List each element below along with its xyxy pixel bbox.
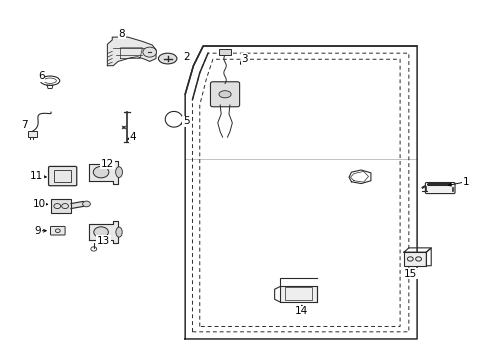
Text: 14: 14 bbox=[295, 306, 308, 316]
Polygon shape bbox=[89, 161, 118, 184]
Ellipse shape bbox=[116, 227, 122, 237]
FancyBboxPatch shape bbox=[210, 82, 239, 107]
Text: 9: 9 bbox=[35, 226, 41, 236]
FancyBboxPatch shape bbox=[48, 166, 77, 186]
Polygon shape bbox=[107, 37, 156, 66]
Text: 6: 6 bbox=[38, 71, 44, 81]
Bar bbox=[54, 170, 71, 182]
Text: 10: 10 bbox=[33, 199, 46, 209]
Text: 1: 1 bbox=[462, 177, 468, 187]
Bar bbox=[285, 287, 311, 300]
Ellipse shape bbox=[219, 91, 231, 98]
Text: 4: 4 bbox=[129, 132, 136, 142]
Circle shape bbox=[94, 227, 108, 238]
Bar bbox=[403, 252, 426, 266]
Ellipse shape bbox=[116, 167, 122, 177]
Text: 5: 5 bbox=[183, 116, 189, 126]
FancyBboxPatch shape bbox=[50, 226, 65, 235]
Circle shape bbox=[93, 166, 109, 178]
Text: 3: 3 bbox=[241, 54, 247, 64]
FancyBboxPatch shape bbox=[425, 183, 454, 194]
Circle shape bbox=[82, 201, 90, 207]
Ellipse shape bbox=[158, 53, 177, 64]
Text: 13: 13 bbox=[97, 236, 110, 246]
Circle shape bbox=[142, 47, 156, 57]
Bar bbox=[280, 287, 316, 302]
Bar bbox=[219, 49, 230, 55]
Text: 15: 15 bbox=[404, 269, 417, 279]
Bar bbox=[51, 199, 71, 213]
Text: 11: 11 bbox=[30, 171, 43, 181]
Text: 12: 12 bbox=[101, 159, 114, 169]
Text: 7: 7 bbox=[21, 120, 28, 130]
Polygon shape bbox=[89, 221, 118, 243]
Polygon shape bbox=[71, 202, 85, 208]
Text: 8: 8 bbox=[119, 28, 125, 39]
Bar bbox=[28, 131, 37, 137]
Text: 2: 2 bbox=[183, 52, 189, 62]
